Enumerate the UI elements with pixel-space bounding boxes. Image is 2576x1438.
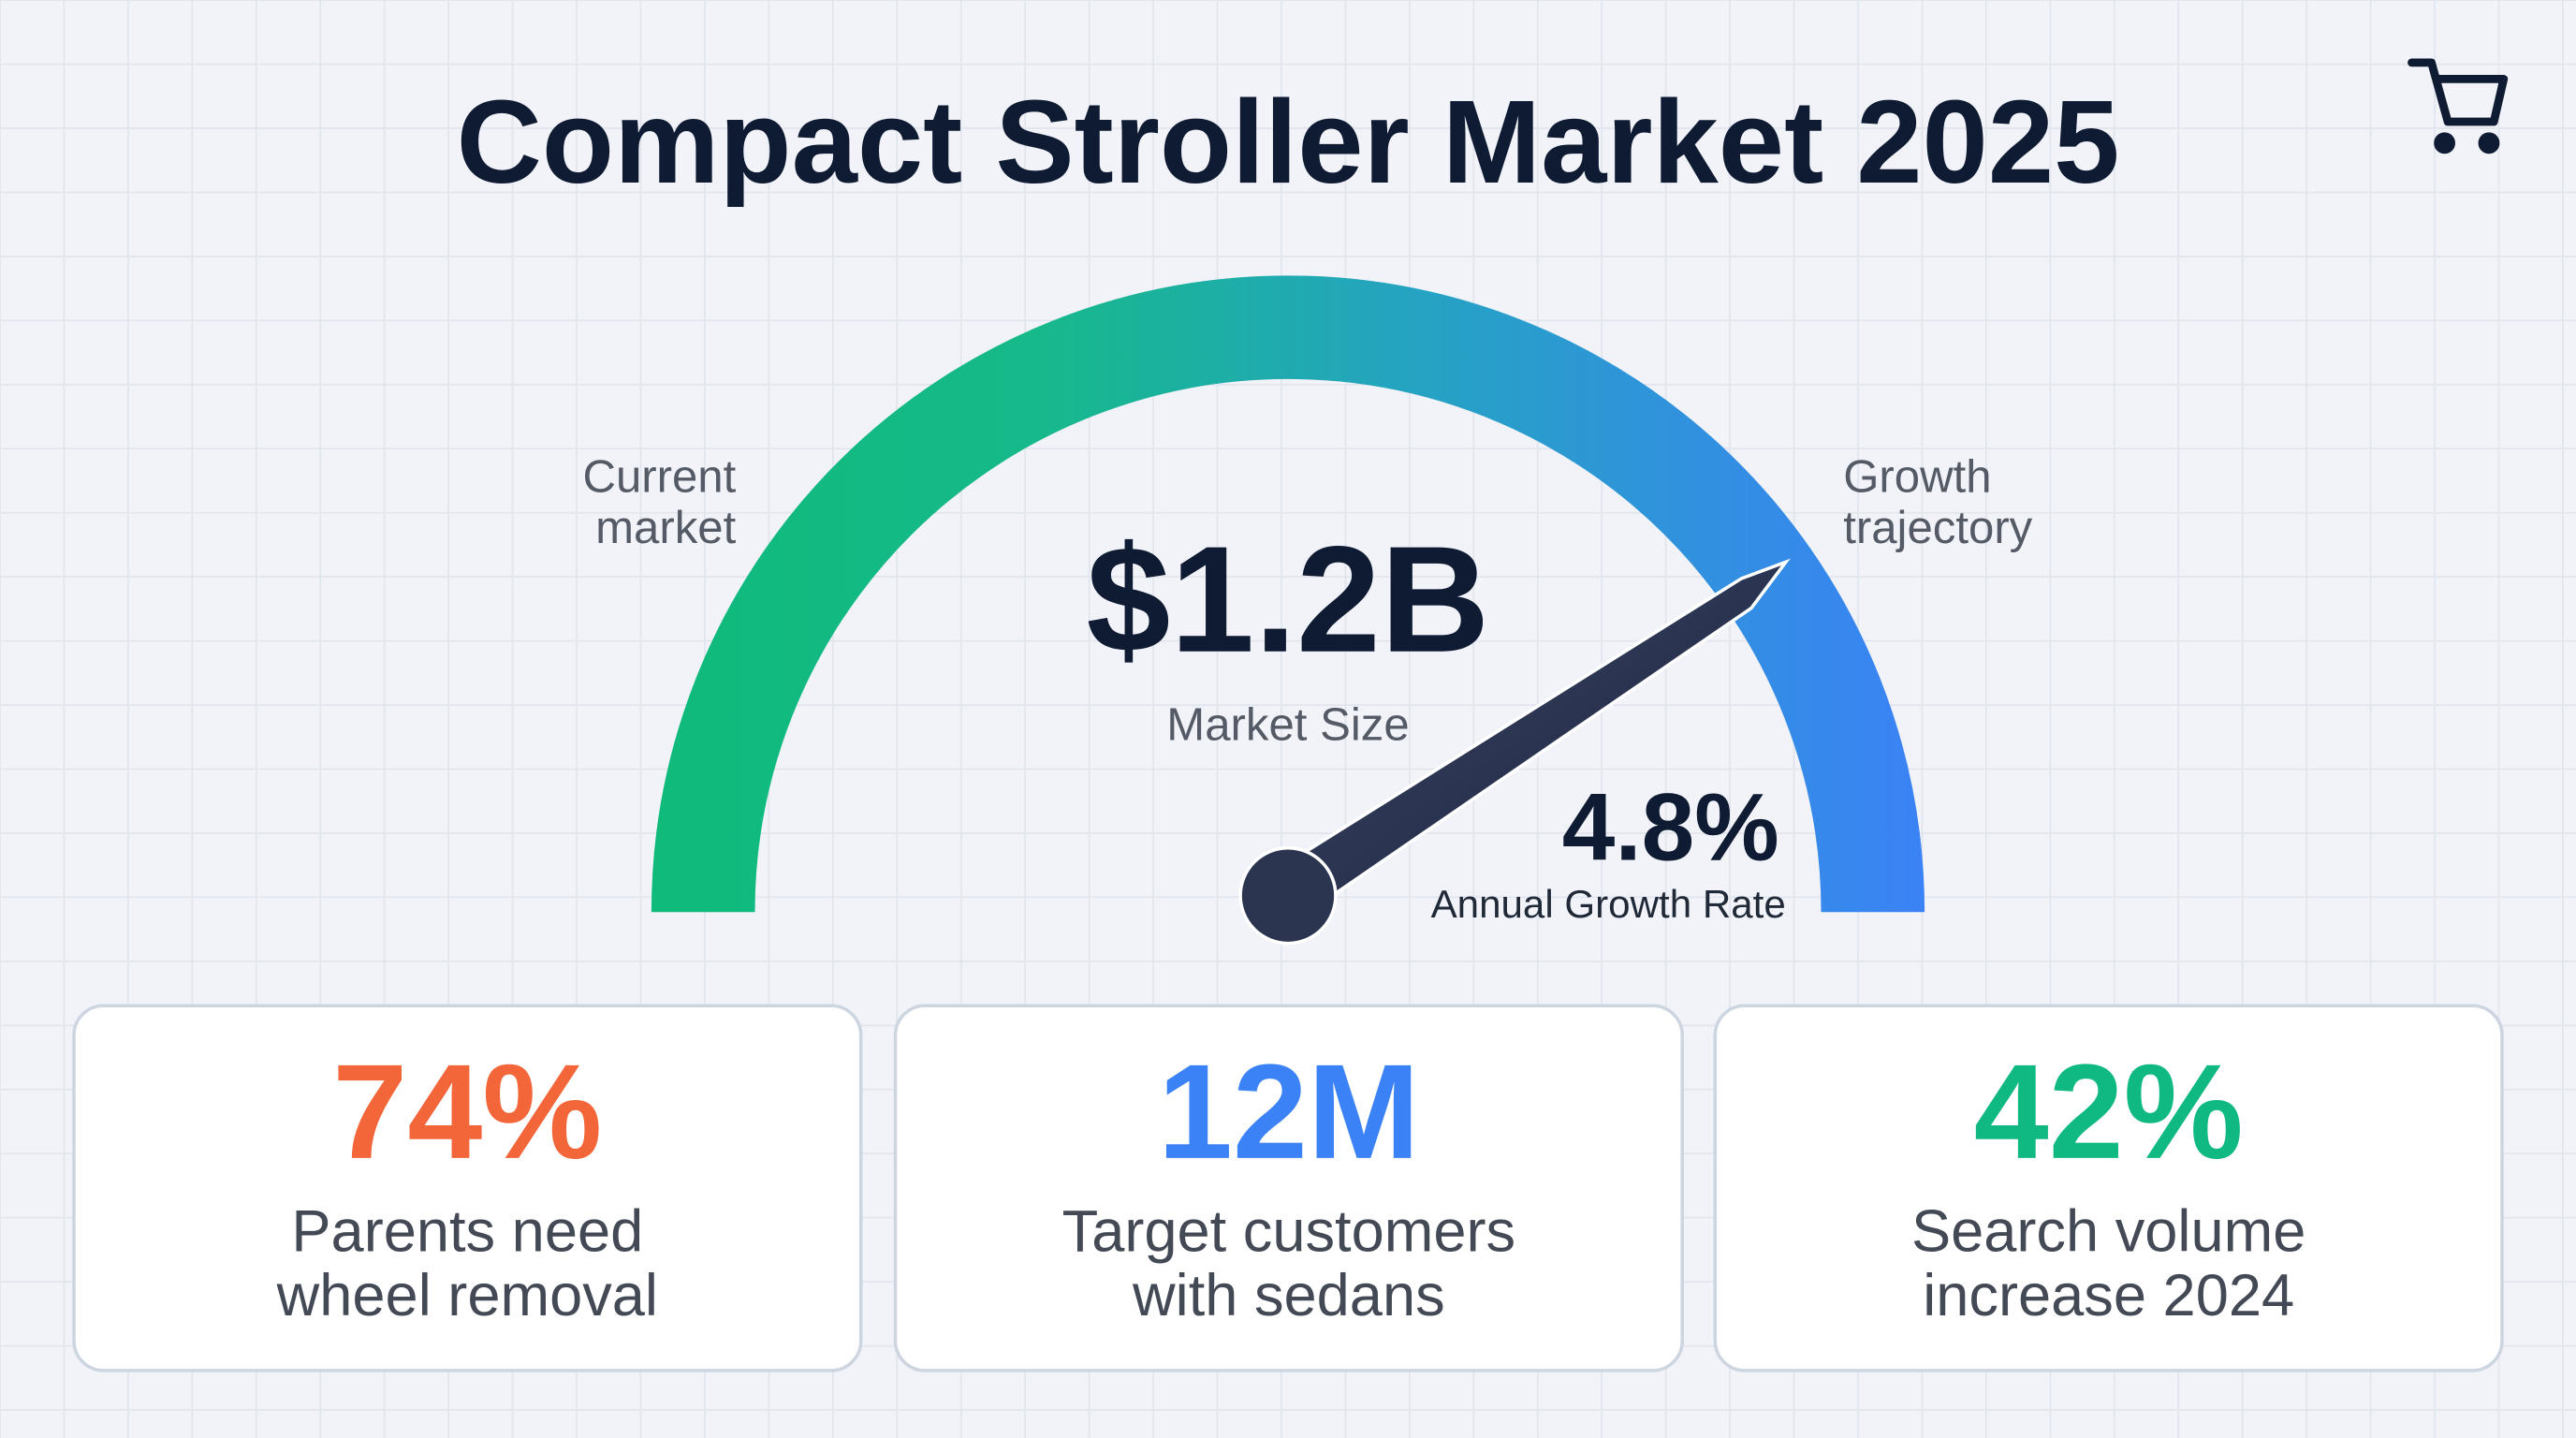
needle-value: 4.8% xyxy=(1562,774,1779,881)
gauge-right-label: Growth xyxy=(1843,452,1991,503)
card-value: 42% xyxy=(1974,1037,2244,1187)
gauge-right-label: trajectory xyxy=(1843,503,2032,553)
card-description: Search volume xyxy=(1911,1199,2305,1265)
card-description: wheel removal xyxy=(276,1263,658,1328)
card-box xyxy=(72,1004,863,1372)
needle-hub xyxy=(1238,846,1338,946)
card-value: 74% xyxy=(332,1037,602,1187)
card-box xyxy=(893,1004,1684,1372)
needle-caption: Annual Growth Rate xyxy=(1431,882,1786,926)
card-value: 12M xyxy=(1158,1037,1420,1187)
card-description: with sedans xyxy=(1132,1263,1445,1328)
gauge-left-label: Current xyxy=(582,452,736,503)
main-value: $1.2B xyxy=(1087,516,1490,684)
card-description: increase 2024 xyxy=(1923,1263,2294,1328)
title: Compact Stroller Market 2025 xyxy=(457,76,2120,208)
cart-icon xyxy=(2408,58,2509,154)
main-caption: Market Size xyxy=(1166,700,1409,751)
card-description: Target customers xyxy=(1062,1199,1515,1265)
card-description: Parents need xyxy=(291,1199,643,1265)
card-box xyxy=(1713,1004,2504,1372)
gauge-left-label: market xyxy=(595,503,736,553)
gauge-arc xyxy=(651,275,1925,913)
